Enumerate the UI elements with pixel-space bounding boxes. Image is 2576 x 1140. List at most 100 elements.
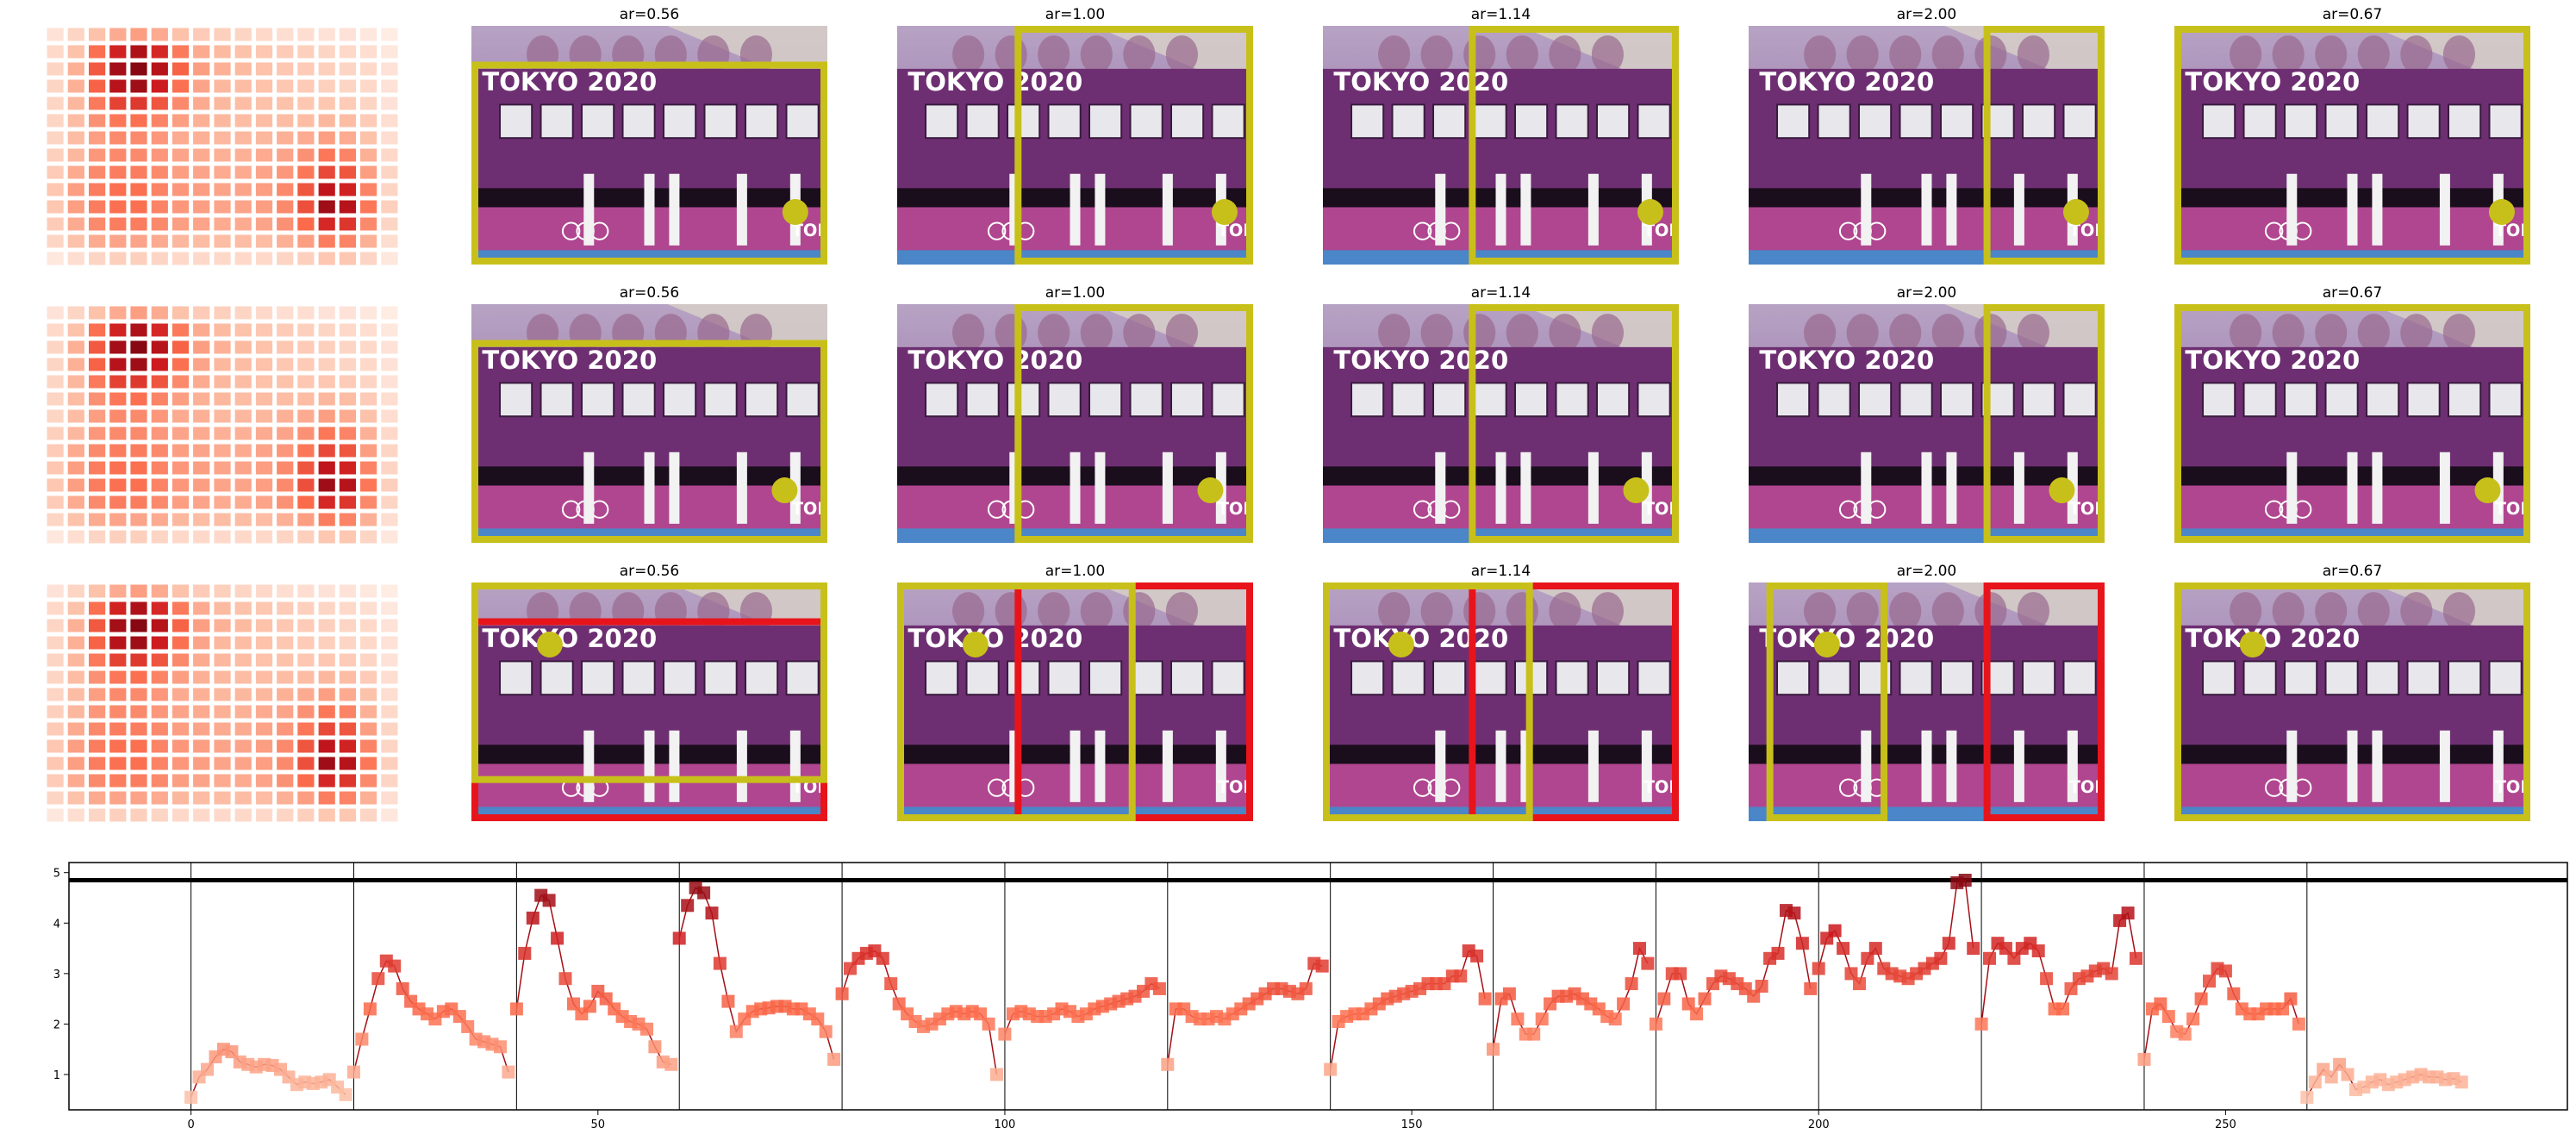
- heatmap-cell: [359, 322, 378, 338]
- heatmap-cell: [66, 790, 85, 806]
- window: [2448, 103, 2482, 140]
- arch: [1889, 35, 1922, 74]
- stand-roof: [1519, 304, 1679, 371]
- heatmap-cell: [276, 234, 295, 249]
- arch: [2400, 314, 2433, 352]
- heatmap-cell: [276, 618, 295, 633]
- heatmap-cell: [276, 495, 295, 510]
- archer-figure: [1587, 452, 1599, 524]
- heatmap-cell: [150, 443, 169, 458]
- arch: [1506, 592, 1538, 631]
- heatmap-cell: [171, 147, 190, 163]
- heatmap-cell: [46, 251, 65, 266]
- heatmap-cell: [171, 305, 190, 321]
- archer-figure: [1215, 730, 1226, 802]
- heatmap-cell: [213, 790, 232, 806]
- window: [1047, 382, 1082, 418]
- heatmap-cell: [234, 477, 253, 493]
- heatmap-cell: [171, 322, 190, 338]
- arch: [1974, 314, 2007, 352]
- stand-roof: [1944, 582, 2105, 650]
- heatmap-cell: [171, 601, 190, 616]
- heatmap-cell: [359, 460, 378, 476]
- heatmap-cell: [129, 807, 148, 823]
- heatmap-cell: [296, 61, 315, 77]
- olympic-ring: [1838, 500, 1858, 519]
- heatmap-cell: [338, 687, 357, 702]
- heatmap-cell: [380, 495, 399, 510]
- trace-point: [681, 899, 695, 913]
- heatmap-cell: [296, 251, 315, 266]
- heatmap-cell: [317, 96, 336, 111]
- heatmap-cell: [46, 756, 65, 771]
- yellow-crop-box: [897, 582, 1136, 821]
- heatmap-cell: [234, 130, 253, 146]
- arch: [1846, 35, 1879, 74]
- heatmap-cell: [66, 199, 85, 215]
- olympic-ring: [987, 778, 1007, 797]
- heatmap-cell: [234, 426, 253, 441]
- heatmap-cell: [254, 165, 274, 180]
- trace-point: [982, 1017, 995, 1031]
- heatmap-cell: [338, 790, 357, 806]
- trace-point: [396, 981, 409, 995]
- heatmap-cell: [359, 357, 378, 372]
- heatmap-cell: [213, 773, 232, 788]
- window: [925, 382, 959, 418]
- heatmap-cell: [380, 27, 399, 42]
- window: [581, 660, 615, 696]
- heatmap-cell: [338, 305, 357, 321]
- window: [2202, 382, 2236, 418]
- photo-banner-text: TOKYO 2020: [482, 67, 657, 97]
- heatmap-cell: [88, 529, 107, 545]
- heatmap-cell: [317, 182, 336, 197]
- heatmap-cell: [129, 234, 148, 249]
- heatmap-cell: [296, 460, 315, 476]
- heatmap-cell: [254, 374, 274, 389]
- arch: [1038, 35, 1070, 74]
- heatmap-cell: [192, 165, 211, 180]
- heatmap-cell: [129, 583, 148, 599]
- trace-point: [2333, 1057, 2347, 1071]
- heatmap-cell: [192, 583, 211, 599]
- trace-point: [672, 931, 686, 945]
- heatmap-cell: [234, 756, 253, 771]
- archer-figure: [2286, 730, 2298, 802]
- archer-figure: [2286, 452, 2298, 524]
- heatmap-cell: [213, 234, 232, 249]
- heatmap-cell: [213, 408, 232, 424]
- trace-point: [509, 1002, 523, 1016]
- trace-point: [225, 1045, 239, 1059]
- heatmap-cell: [254, 216, 274, 232]
- heatmap-cell: [276, 807, 295, 823]
- heatmap-cell: [276, 738, 295, 754]
- heatmap-cell: [109, 165, 128, 180]
- y-tick-label: 2: [53, 1019, 60, 1031]
- heatmap-cell: [171, 426, 190, 441]
- window: [1088, 103, 1123, 140]
- heatmap-cell: [66, 216, 85, 232]
- heatmap-cell: [88, 721, 107, 737]
- heatmap-cell: [46, 391, 65, 407]
- yellow-crop-box: [2174, 26, 2530, 265]
- archer-figure: [736, 452, 747, 524]
- archer-figure: [1095, 173, 1106, 246]
- window: [2202, 660, 2236, 696]
- heatmap-cell: [88, 601, 107, 616]
- heatmap-cell: [213, 495, 232, 510]
- heatmap-cell: [359, 477, 378, 493]
- heatmap-cell: [359, 340, 378, 355]
- window: [785, 382, 820, 418]
- window: [1350, 382, 1385, 418]
- heatmap-cell: [150, 182, 169, 197]
- trace-point: [1690, 1007, 1704, 1021]
- heatmap-cell: [171, 234, 190, 249]
- heatmap-cell: [317, 756, 336, 771]
- heatmap-cell: [317, 460, 336, 476]
- window: [540, 382, 574, 418]
- heatmap-cell: [46, 96, 65, 111]
- heatmap-cell: [171, 443, 190, 458]
- heatmap-cell: [66, 738, 85, 754]
